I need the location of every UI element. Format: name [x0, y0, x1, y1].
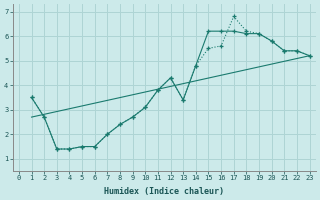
X-axis label: Humidex (Indice chaleur): Humidex (Indice chaleur)	[104, 187, 224, 196]
